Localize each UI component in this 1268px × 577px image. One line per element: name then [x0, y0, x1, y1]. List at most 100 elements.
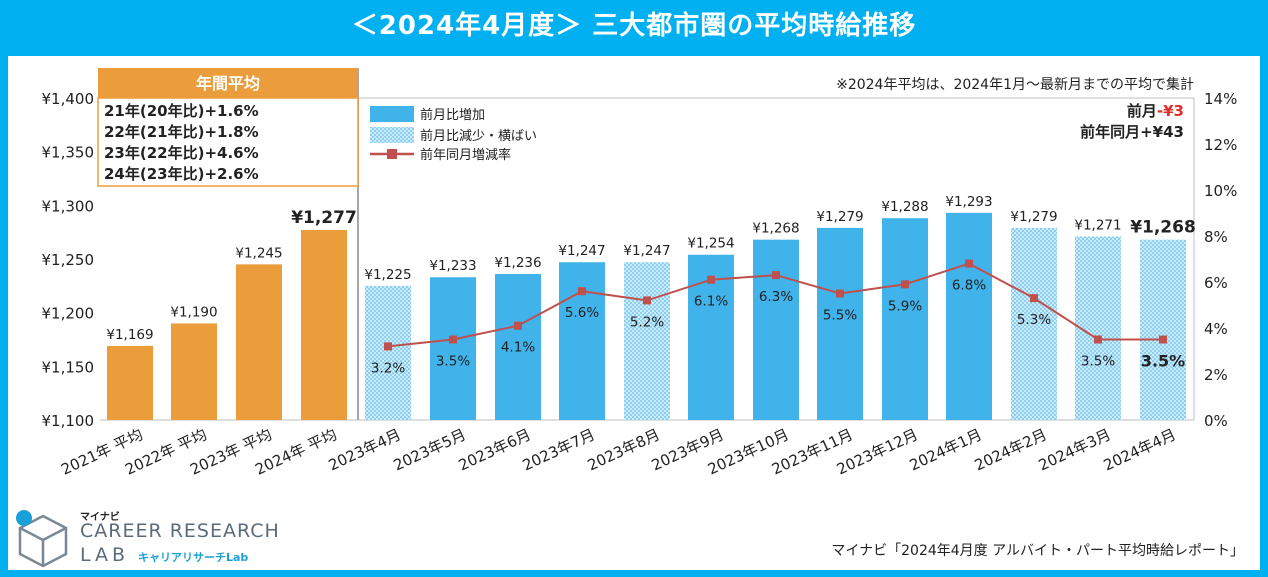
- yoy-point: [514, 321, 522, 330]
- bar-value-label: ¥1,279: [1010, 209, 1057, 225]
- yoy-label: 5.2%: [630, 314, 664, 330]
- y-axis-left: ¥1,100 ¥1,150 ¥1,200 ¥1,250 ¥1,300 ¥1,350 ¥1,4…: [42, 90, 95, 430]
- bar: [430, 277, 476, 420]
- annual-summary-box: 年間平均 21年(20年比)+1.6% 22年(21年比)+1.8% 23年(2…: [97, 68, 359, 187]
- legend-label: 前年同月増減率: [420, 147, 511, 163]
- logo-sub: キャリアリサーチLab: [138, 551, 249, 564]
- yoy-label: 6.3%: [759, 289, 793, 305]
- yoy-point: [384, 342, 392, 351]
- y2-tick-label: 2%: [1204, 366, 1228, 384]
- bar: [817, 227, 863, 420]
- y-tick-label: ¥1,400: [42, 90, 95, 108]
- mom-label: 前月: [1127, 102, 1157, 120]
- bar-value-labels: ¥1,169 ¥1,190 ¥1,245 ¥1,277 ¥1,225 ¥1,233 ¥1,2…: [106, 194, 1195, 343]
- yoy-point: [449, 335, 457, 344]
- yoy-line: 3.2% 3.5% 4.1% 5.6% 5.2% 6.1% 6.3% 5.5% 5.9% 6.8%…: [371, 259, 1185, 376]
- legend-marker: [387, 149, 397, 159]
- annual-line: 22年(21年比)+1.8%: [104, 123, 259, 141]
- yoy-point: [643, 296, 651, 305]
- yoy-point: [578, 287, 586, 296]
- legend-swatch-increase: [370, 106, 414, 122]
- y2-tick-label: 0%: [1204, 412, 1228, 430]
- yoy-label: 3.2%: [371, 360, 405, 376]
- bar-value-label: ¥1,268: [752, 221, 799, 237]
- bar-value-label: ¥1,247: [558, 243, 605, 259]
- bar: [301, 230, 347, 420]
- logo-maker: マイナビ: [80, 512, 120, 523]
- bar: [946, 212, 992, 420]
- x-tick-label: 2024年3月: [1036, 425, 1114, 474]
- bar-value-label: ¥1,254: [687, 236, 734, 252]
- yoy-point: [1030, 294, 1038, 303]
- bar: [753, 239, 799, 420]
- yoy-point: [707, 275, 715, 284]
- yoy-label: 6.1%: [694, 294, 728, 310]
- annual-box-body: [97, 97, 359, 187]
- bar-value-label: ¥1,236: [494, 255, 541, 271]
- bar: [365, 285, 411, 420]
- legend-swatch-decrease: [370, 127, 414, 143]
- yoy-label: 5.3%: [1017, 312, 1051, 328]
- yoy-label: 5.9%: [888, 298, 922, 314]
- average-note: ※2024年平均は、2024年1月～最新月までの平均で集計: [836, 76, 1194, 93]
- logo-line1: CAREER RESEARCH: [80, 520, 280, 542]
- legend-label: 前月比減少・横ばい: [420, 128, 537, 144]
- yoy-label: 6.8%: [952, 278, 986, 294]
- bar-value-label: ¥1,288: [881, 199, 928, 215]
- x-tick-label: 2024年2月: [972, 425, 1050, 474]
- x-tick-label: 2023年7月: [520, 425, 598, 474]
- mom-value: -¥3: [1157, 102, 1184, 120]
- legend: 前月比増加 前月比減少・横ばい 前年同月増減率: [370, 106, 537, 163]
- bar: [1075, 236, 1121, 420]
- bar: [882, 218, 928, 420]
- annual-line: 23年(22年比)+4.6%: [104, 144, 259, 162]
- y-tick-label: ¥1,300: [42, 197, 95, 215]
- yoy-point: [965, 259, 973, 268]
- yoy-label: 3.5%: [436, 354, 470, 370]
- yoy-label: 3.5%: [1141, 352, 1185, 371]
- x-tick-label: 2024年4月: [1101, 425, 1179, 474]
- yoy-delta: 前年同月+¥43: [1080, 123, 1184, 141]
- annual-line: 21年(20年比)+1.6%: [104, 102, 259, 120]
- logo-dot: [16, 510, 32, 526]
- bar-value-label: ¥1,279: [816, 209, 863, 225]
- bar: [171, 323, 217, 420]
- y-axis-right: 0% 2% 4% 6% 8% 10% 12% 14%: [1204, 90, 1237, 430]
- x-tick-label: 2023年5月: [391, 425, 469, 474]
- page-title: ＜2024年4月度＞ 三大都市圏の平均時給推移: [351, 11, 917, 41]
- bar: [107, 345, 153, 420]
- annual-line: 24年(23年比)+2.6%: [104, 165, 259, 183]
- yoy-label: 4.1%: [501, 340, 535, 356]
- source-credit: マイナビ「2024年4月度 アルバイト・パート平均時給レポート」: [831, 543, 1244, 559]
- bar: [624, 262, 670, 420]
- bar-value-label: ¥1,277: [291, 208, 357, 228]
- bar-value-label: ¥1,245: [235, 245, 282, 261]
- bar-value-label: ¥1,247: [623, 243, 670, 259]
- bar: [236, 264, 282, 420]
- x-tick-label: 2024年1月: [907, 425, 985, 474]
- mom-delta: 前月-¥3: [1127, 102, 1184, 120]
- y-tick-label: ¥1,200: [42, 305, 95, 323]
- bar-value-label: ¥1,169: [106, 327, 153, 343]
- y2-tick-label: 14%: [1204, 90, 1237, 108]
- logo-line2: LAB: [80, 544, 130, 566]
- yoy-point: [1159, 335, 1167, 344]
- yoy-point: [901, 280, 909, 289]
- y2-tick-label: 12%: [1204, 136, 1237, 154]
- bar: [1011, 227, 1057, 420]
- chart: ¥1,100 ¥1,150 ¥1,200 ¥1,250 ¥1,300 ¥1,350 ¥1,4…: [42, 68, 1237, 479]
- yoy-label: 5.5%: [823, 308, 857, 324]
- chart-panel: ¥1,100 ¥1,150 ¥1,200 ¥1,250 ¥1,300 ¥1,350 ¥1,4…: [8, 56, 1260, 570]
- x-tick-label: 2023年4月: [326, 425, 404, 474]
- y2-tick-label: 10%: [1204, 182, 1237, 200]
- y2-tick-label: 4%: [1204, 320, 1228, 338]
- bars: [107, 212, 1186, 420]
- yoy-label: 3.5%: [1081, 354, 1115, 370]
- y2-tick-label: 8%: [1204, 228, 1228, 246]
- yoy-point: [1094, 335, 1102, 344]
- yoy-point: [772, 271, 780, 280]
- bar-value-label: ¥1,233: [429, 258, 476, 274]
- annual-box-header: 年間平均: [196, 74, 260, 93]
- legend-label: 前月比増加: [420, 107, 485, 123]
